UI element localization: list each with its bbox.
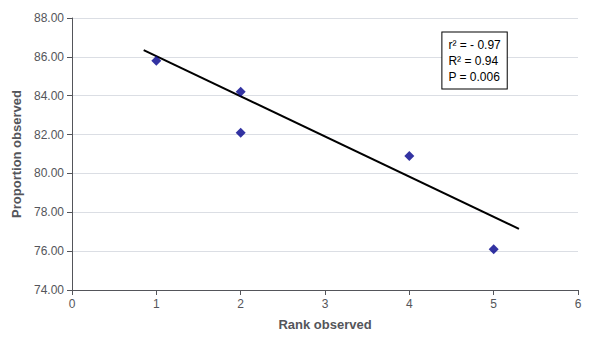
svg-text:4: 4	[406, 297, 413, 311]
svg-text:88.00: 88.00	[34, 11, 64, 25]
svg-text:Rank observed: Rank observed	[278, 317, 371, 332]
svg-text:P = 0.006: P = 0.006	[448, 70, 500, 84]
svg-text:5: 5	[490, 297, 497, 311]
svg-text:2: 2	[237, 297, 244, 311]
svg-text:Proportion observed: Proportion observed	[9, 90, 24, 218]
svg-text:74.00: 74.00	[34, 283, 64, 297]
svg-text:3: 3	[322, 297, 329, 311]
svg-text:0: 0	[69, 297, 76, 311]
svg-text:R² = 0.94: R² = 0.94	[448, 54, 498, 68]
svg-text:78.00: 78.00	[34, 205, 64, 219]
svg-text:84.00: 84.00	[34, 89, 64, 103]
svg-text:80.00: 80.00	[34, 166, 64, 180]
svg-text:82.00: 82.00	[34, 128, 64, 142]
svg-text:r² = - 0.97: r² = - 0.97	[448, 38, 501, 52]
svg-text:6: 6	[575, 297, 582, 311]
svg-text:86.00: 86.00	[34, 50, 64, 64]
svg-text:1: 1	[153, 297, 160, 311]
svg-text:76.00: 76.00	[34, 244, 64, 258]
